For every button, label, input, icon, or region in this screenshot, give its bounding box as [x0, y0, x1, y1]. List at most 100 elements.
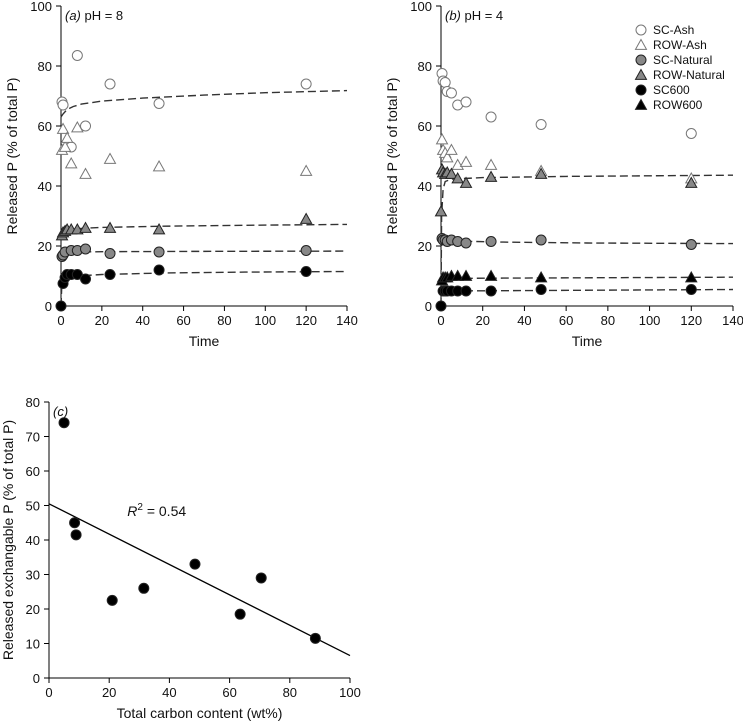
panel-letter: (c) [53, 404, 68, 419]
data-point-sc-natural [80, 243, 92, 255]
data-point-row600 [484, 269, 498, 281]
data-point-sc600 [535, 284, 547, 295]
y-tick-label: 100 [410, 0, 432, 14]
y-tick-label: 10 [26, 637, 40, 652]
x-tick-label: 100 [339, 685, 361, 700]
legend-marker-sc-natural [635, 54, 647, 66]
series-sc-natural [436, 233, 697, 250]
data-point-row-natural [79, 221, 92, 233]
panel-letter: (b) [445, 8, 461, 23]
x-tick-label: 0 [437, 313, 444, 328]
panel-letter: (a) [65, 8, 81, 23]
data-point-row-natural [152, 222, 166, 235]
data-point-row-ash [79, 167, 92, 179]
x-tick-label: 20 [95, 313, 109, 328]
x-tick-label: 140 [336, 313, 358, 328]
y-tick-label: 70 [26, 430, 40, 445]
data-point-sc-ash [445, 87, 457, 99]
data-point-samples [69, 517, 81, 529]
data-point-sc600 [485, 285, 497, 297]
legend-label-row600: ROW600 [653, 98, 703, 112]
x-tick-label: 40 [135, 313, 149, 328]
data-point-row-natural [459, 176, 473, 188]
legend-label-row-natural: ROW-Natural [653, 68, 725, 82]
x-tick-label: 0 [45, 685, 52, 700]
x-tick-label: 20 [475, 313, 489, 328]
x-axis-title: Time [572, 333, 603, 349]
data-point-row-ash [440, 150, 454, 163]
panel-title: pH = 4 [461, 8, 503, 23]
data-point-sc-ash [71, 50, 83, 61]
x-tick-label: 80 [217, 313, 231, 328]
x-tick-label: 60 [176, 313, 190, 328]
data-point-sc600 [80, 273, 92, 285]
data-point-row-natural [484, 170, 498, 182]
y-tick-label: 40 [38, 179, 52, 194]
data-point-row-ash [451, 158, 465, 170]
data-point-row-ash [103, 152, 117, 164]
legend-label-sc-ash: SC-Ash [653, 23, 694, 37]
fit-line-row-natural [60, 223, 348, 241]
data-point-row-natural [684, 176, 698, 188]
x-axis-title: Time [189, 333, 220, 349]
data-point-sc600 [435, 300, 447, 312]
legend: SC-AshROW-AshSC-NaturalROW-NaturalSC600R… [634, 23, 725, 112]
data-point-sc-natural [485, 236, 497, 247]
data-point-samples [138, 582, 150, 594]
y-tick-label: 40 [26, 533, 40, 548]
data-point-samples [58, 417, 70, 429]
data-point-sc-natural [104, 248, 116, 259]
data-point-sc-ash [685, 128, 697, 139]
y-axis-title: Released exchangable P (% of total P) [0, 420, 16, 660]
data-point-sc-natural [300, 245, 312, 256]
data-point-row-natural [299, 212, 313, 224]
data-point-row-ash [445, 143, 458, 155]
data-point-samples [309, 632, 321, 644]
data-point-row-natural [534, 167, 548, 179]
fit-line-row-natural [440, 174, 734, 307]
r-squared-annotation: R2 = 0.54 [127, 502, 186, 519]
y-axis-title: Released P (% of total P) [4, 78, 20, 235]
data-point-row-ash [58, 140, 72, 152]
panel-b: 0 20 40 60 80 100 120 140 0 20 40 60 80 100 Time Releas… [384, 0, 743, 349]
x-axis-title: Total carbon content (wt%) [117, 705, 283, 721]
y-tick-label: 30 [26, 568, 40, 583]
x-tick-label: 40 [162, 685, 176, 700]
data-point-samples [189, 558, 201, 570]
y-tick-label: 0 [45, 299, 52, 314]
series-row600 [435, 269, 698, 286]
data-point-sc-natural [685, 239, 697, 250]
x-tick-label: 120 [295, 313, 317, 328]
y-tick-label: 80 [418, 59, 432, 74]
data-point-row-ash [484, 158, 498, 170]
data-point-sc-natural [460, 237, 472, 249]
x-tick-label: 20 [102, 685, 116, 700]
x-tick-label: 80 [283, 685, 297, 700]
data-point-sc-natural [535, 234, 547, 246]
data-point-row-ash [56, 122, 70, 134]
series-sc-ash [436, 68, 697, 139]
data-point-row600 [459, 269, 473, 281]
r-squared-symbol: R [127, 503, 137, 519]
data-point-sc-natural [153, 246, 165, 258]
series-sc600 [435, 284, 697, 312]
data-point-sc600 [153, 264, 165, 276]
panel-title: pH = 8 [81, 8, 123, 23]
legend-marker-row-ash [634, 38, 648, 50]
x-tick-label: 80 [601, 313, 615, 328]
x-tick-label: 40 [517, 313, 531, 328]
series-row-ash [55, 120, 313, 179]
regression-line [48, 503, 351, 657]
panel-label: (c) [53, 404, 68, 419]
y-tick-label: 20 [418, 239, 432, 254]
legend-marker-row-natural [634, 68, 648, 80]
y-axis-title: Released P (% of total P) [384, 78, 400, 235]
data-point-sc-ash [439, 77, 451, 88]
series-sc-natural [56, 243, 312, 262]
y-tick-label: 40 [418, 179, 432, 194]
data-point-row-ash [60, 131, 74, 143]
data-point-sc-ash [104, 78, 116, 90]
data-point-sc600 [460, 285, 472, 297]
